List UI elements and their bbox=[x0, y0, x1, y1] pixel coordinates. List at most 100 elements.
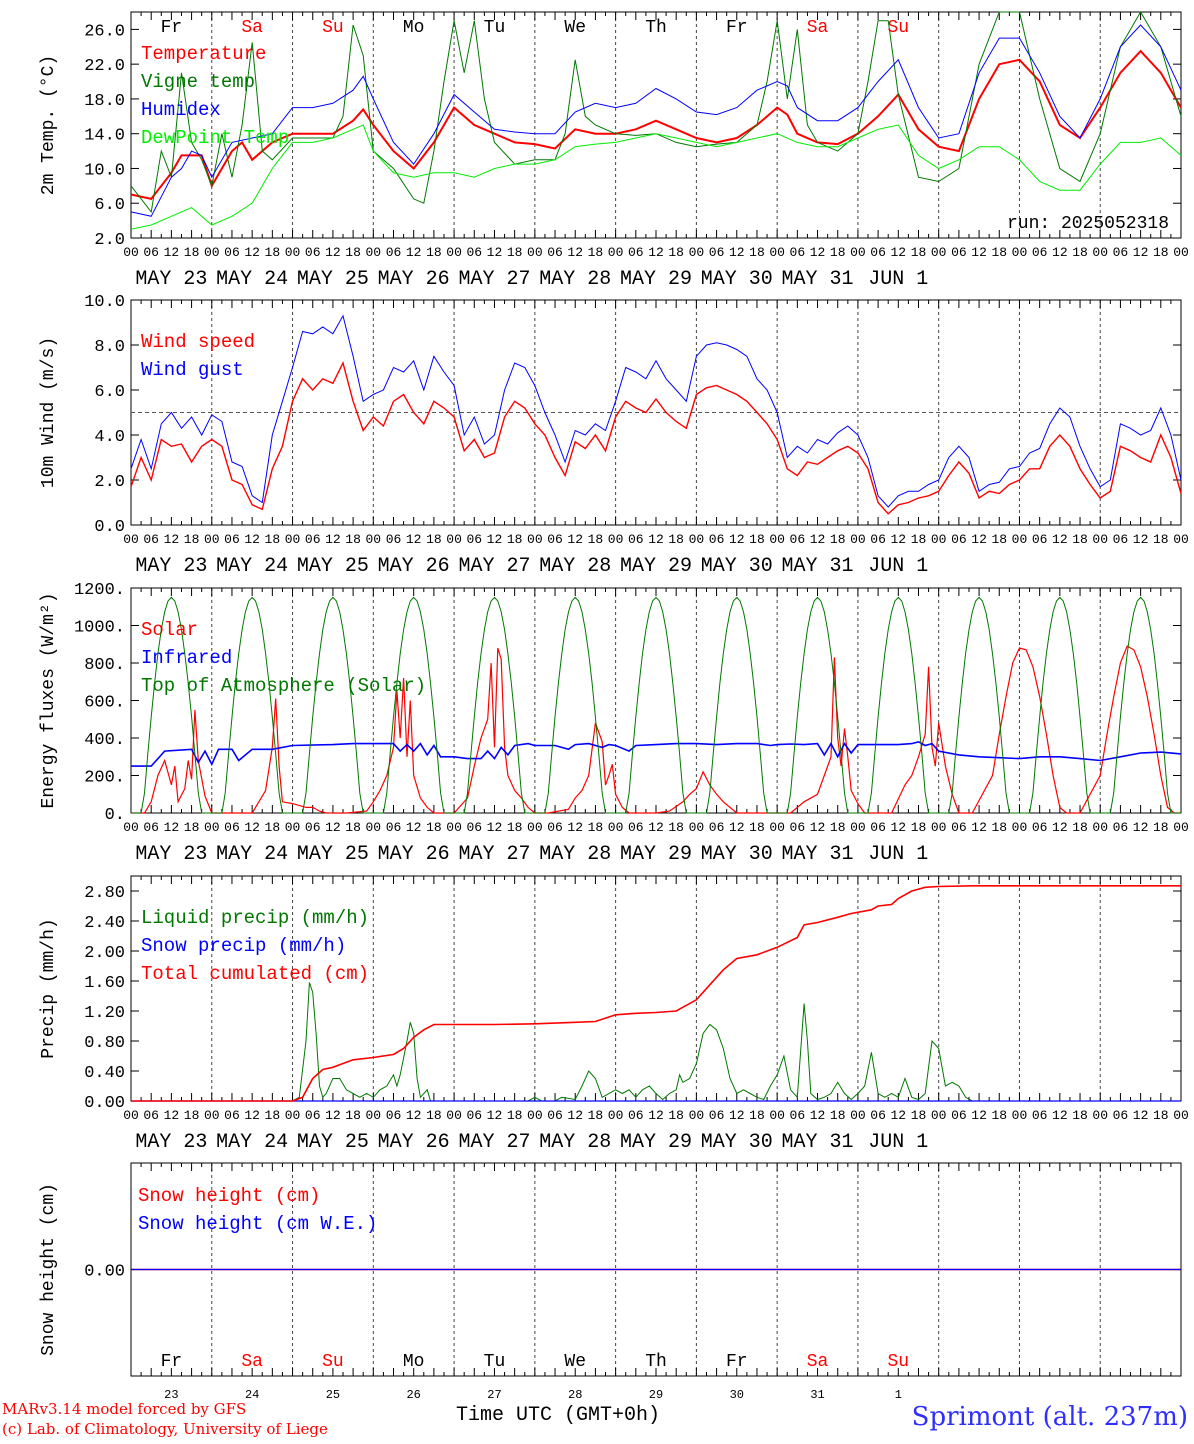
hour-tick-label: 06 bbox=[143, 820, 159, 835]
date-label: MAY 26 bbox=[378, 268, 450, 291]
panel-5: 0.00 Snow height (cm) Fr Sa Su Mo Tu We Th Fr Sa Su… bbox=[39, 1162, 1182, 1402]
date-label: MAY 30 bbox=[701, 843, 773, 866]
hour-tick-label: 12 bbox=[567, 820, 583, 835]
hour-tick-label: 00 bbox=[608, 532, 624, 547]
y-tick-label: 1200. bbox=[74, 581, 125, 600]
hour-tick-label: 12 bbox=[891, 532, 907, 547]
hour-tick-label: 18 bbox=[830, 820, 846, 835]
hour-tick-label: 18 bbox=[507, 820, 523, 835]
hour-tick-label: 00 bbox=[1173, 1108, 1189, 1123]
hour-tick-label: 18 bbox=[991, 820, 1007, 835]
hour-tick-label: 18 bbox=[1072, 532, 1088, 547]
hour-tick-label: 00 bbox=[527, 820, 543, 835]
weekday-label: Sa bbox=[241, 18, 263, 38]
legend-entry: Liquid precip (mm/h) bbox=[141, 907, 369, 929]
hour-tick-label: 00 bbox=[850, 532, 866, 547]
hour-tick-label: 00 bbox=[931, 820, 947, 835]
date-label: MAY 30 bbox=[701, 1131, 773, 1154]
hour-tick-label: 06 bbox=[305, 532, 321, 547]
day-number-label: 30 bbox=[730, 1388, 744, 1402]
y-tick-label: 6.0 bbox=[94, 196, 125, 215]
hour-tick-label: 00 bbox=[204, 820, 220, 835]
hour-tick-label: 18 bbox=[265, 245, 281, 260]
date-label: MAY 26 bbox=[378, 1131, 450, 1154]
y-tick-label: 0.80 bbox=[84, 1034, 125, 1053]
y-tick-label: 14.0 bbox=[84, 127, 125, 146]
date-label: MAY 29 bbox=[620, 843, 692, 866]
model-credit-line: MARv3.14 model forced by GFS bbox=[2, 1400, 247, 1418]
hour-tick-label: 12 bbox=[1052, 532, 1068, 547]
weekday-label: We bbox=[564, 18, 586, 38]
y-tick-label: 800. bbox=[84, 656, 125, 675]
date-label: MAY 27 bbox=[458, 843, 530, 866]
date-label: MAY 23 bbox=[135, 1131, 207, 1154]
legend-entry: Total cumulated (cm) bbox=[141, 963, 369, 985]
hour-tick-label: 00 bbox=[931, 532, 947, 547]
hour-tick-label: 06 bbox=[1032, 820, 1048, 835]
weekday-label: We bbox=[564, 1352, 586, 1372]
hour-tick-label: 18 bbox=[991, 1108, 1007, 1123]
hour-tick-label: 12 bbox=[244, 1108, 260, 1123]
hour-tick-label: 00 bbox=[1012, 532, 1028, 547]
hour-tick-label: 06 bbox=[305, 1108, 321, 1123]
date-label: MAY 25 bbox=[297, 1131, 369, 1154]
date-label: MAY 23 bbox=[135, 843, 207, 866]
hour-tick-label: 00 bbox=[366, 532, 382, 547]
hour-tick-label: 06 bbox=[628, 1108, 644, 1123]
hour-tick-label: 18 bbox=[911, 820, 927, 835]
hour-tick-label: 18 bbox=[749, 1108, 765, 1123]
hour-tick-label: 18 bbox=[507, 532, 523, 547]
hour-tick-label: 00 bbox=[204, 532, 220, 547]
hour-tick-label: 12 bbox=[891, 1108, 907, 1123]
hour-tick-label: 12 bbox=[164, 1108, 180, 1123]
hour-tick-label: 12 bbox=[971, 245, 987, 260]
series-line bbox=[131, 645, 1181, 814]
hour-tick-label: 00 bbox=[1012, 245, 1028, 260]
hour-tick-label: 18 bbox=[184, 1108, 200, 1123]
legend-entry: Snow height (cm) bbox=[138, 1185, 320, 1207]
hour-tick-label: 18 bbox=[668, 245, 684, 260]
hour-tick-label: 18 bbox=[911, 532, 927, 547]
y-tick-label: 1000. bbox=[74, 619, 125, 638]
hour-tick-label: 06 bbox=[951, 820, 967, 835]
series-line bbox=[131, 740, 1182, 767]
day-number-label: 27 bbox=[487, 1388, 501, 1402]
day-number-label: 1 bbox=[895, 1388, 902, 1402]
y-tick-label: 10.0 bbox=[84, 161, 125, 180]
weekday-label: Fr bbox=[726, 18, 748, 38]
hour-tick-label: 00 bbox=[1173, 820, 1189, 835]
hour-tick-label: 06 bbox=[709, 245, 725, 260]
hour-tick-label: 06 bbox=[1032, 245, 1048, 260]
date-label: MAY 25 bbox=[297, 268, 369, 291]
legend-entry: Vigne temp bbox=[141, 71, 255, 93]
hour-tick-label: 18 bbox=[830, 245, 846, 260]
legend-entry: Solar bbox=[141, 619, 198, 641]
hour-tick-label: 00 bbox=[850, 245, 866, 260]
run-label: run: 2025052318 bbox=[1007, 214, 1169, 234]
hour-tick-label: 00 bbox=[366, 820, 382, 835]
hour-tick-label: 12 bbox=[810, 532, 826, 547]
panel-3: 0. 200. 400. 600. 800. 1000. 1200. Energy fluxe… bbox=[39, 581, 1189, 866]
hour-tick-label: 00 bbox=[204, 245, 220, 260]
hour-tick-label: 18 bbox=[588, 1108, 604, 1123]
hour-tick-label: 12 bbox=[810, 820, 826, 835]
hour-tick-label: 00 bbox=[204, 1108, 220, 1123]
date-label: MAY 24 bbox=[216, 268, 288, 291]
date-label: JUN 1 bbox=[868, 268, 928, 291]
hour-tick-label: 18 bbox=[668, 820, 684, 835]
y-tick-label: 400. bbox=[84, 731, 125, 750]
hour-tick-label: 06 bbox=[790, 1108, 806, 1123]
y-tick-label: 1.60 bbox=[84, 974, 125, 993]
hour-tick-label: 18 bbox=[991, 532, 1007, 547]
weekday-label: Mo bbox=[403, 1352, 425, 1372]
hour-tick-label: 18 bbox=[1072, 1108, 1088, 1123]
hour-tick-label: 18 bbox=[184, 820, 200, 835]
y-tick-label: 0.00 bbox=[84, 1094, 125, 1113]
date-label: MAY 24 bbox=[216, 1131, 288, 1154]
hour-tick-label: 12 bbox=[164, 245, 180, 260]
series-line bbox=[130, 314, 1182, 508]
hour-tick-label: 00 bbox=[1173, 245, 1189, 260]
plot-frame bbox=[130, 587, 1182, 814]
weekday-label: Sa bbox=[807, 18, 829, 38]
hour-tick-label: 00 bbox=[769, 532, 785, 547]
